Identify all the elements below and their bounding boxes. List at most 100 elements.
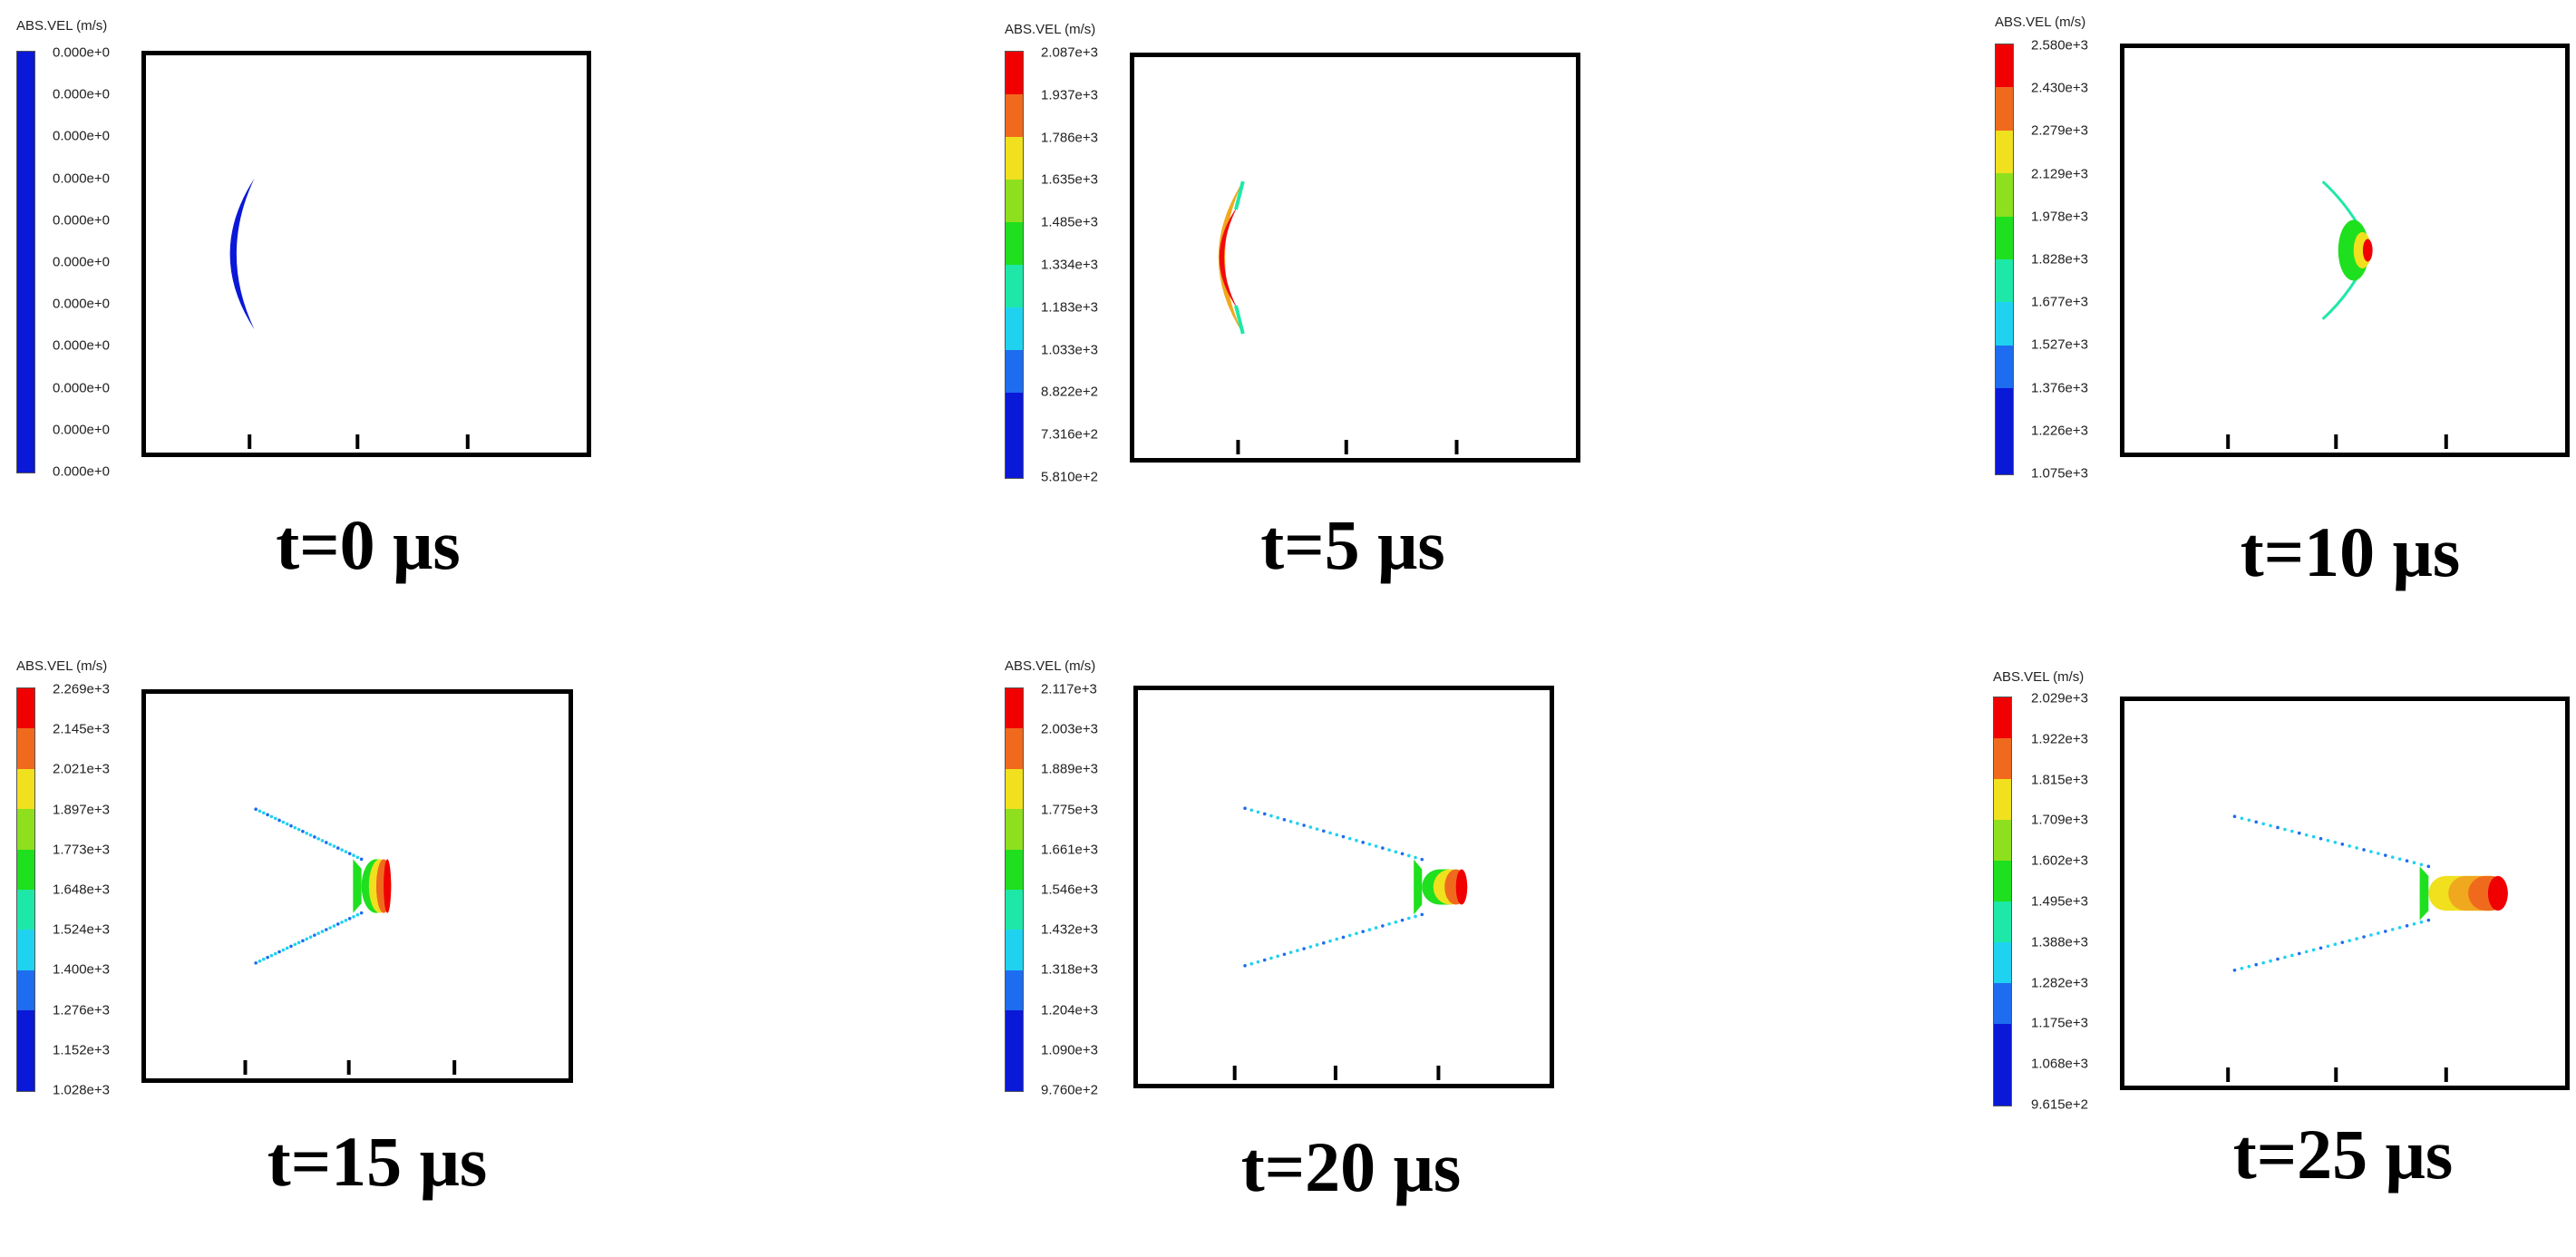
projectile-liner <box>1218 181 1243 334</box>
slug-fragment <box>1302 947 1306 950</box>
jet-tip <box>2362 239 2373 262</box>
colorbar-segment <box>1006 307 1023 350</box>
slug-fragment <box>2283 955 2287 960</box>
colorbar-segment <box>17 178 34 220</box>
slug-fragment <box>2333 942 2338 947</box>
colorbar-segment <box>1006 768 1023 810</box>
colorbar-tick-label: 1.028e+3 <box>53 1082 110 1098</box>
slug-fragment <box>277 950 281 954</box>
colorbar-tick-label: 2.129e+3 <box>2031 166 2088 182</box>
projectile-liner <box>229 178 255 330</box>
colorbar-tick-label: 0.000e+0 <box>53 212 110 229</box>
colorbar-tick-label: 1.090e+3 <box>1041 1042 1098 1058</box>
colorbar-segment <box>1006 970 1023 1011</box>
slug-fragment <box>2297 951 2301 956</box>
slug-fragment <box>316 931 320 935</box>
slug-fragment <box>1374 926 1378 930</box>
slug-fragment <box>2283 827 2287 832</box>
slug-fragment <box>1308 825 1313 829</box>
colorbar-segment <box>1006 350 1023 393</box>
slug-fragment <box>293 942 297 947</box>
colorbar-tick-label: 0.000e+0 <box>53 86 110 102</box>
slug-fragment <box>2261 822 2265 826</box>
colorbar-tick-label: 1.400e+3 <box>53 961 110 978</box>
slug-fragment <box>269 953 274 958</box>
slug-fragment <box>308 935 313 940</box>
slug-fragment <box>266 955 269 960</box>
colorbar-segment <box>17 849 34 891</box>
slug-fragment <box>1414 855 1417 860</box>
slug-fragment <box>289 823 293 828</box>
colorbar-segment <box>17 219 34 263</box>
slug-fragment <box>273 951 277 956</box>
jet-shoulder <box>353 859 362 913</box>
slug-fragment <box>1315 943 1319 947</box>
slug-fragment <box>2384 853 2387 857</box>
slug-fragment <box>1394 920 1398 924</box>
slug-fragment <box>2355 846 2358 850</box>
simulation-plot <box>2226 180 2448 449</box>
liner-tip <box>1234 305 1245 335</box>
jet-shoulder <box>2419 866 2429 921</box>
colorbar-segment <box>1994 779 2011 820</box>
colorbar-tick-label: 1.922e+3 <box>2031 731 2088 747</box>
colorbar-tick-label: 1.524e+3 <box>53 921 110 938</box>
colorbar-tick-label: 1.183e+3 <box>1041 299 1098 316</box>
slug-fragment <box>2412 921 2416 926</box>
slug-fragment <box>332 844 336 848</box>
slug-fragment <box>1406 916 1411 921</box>
slug-fragment <box>1328 939 1332 943</box>
colorbar-segment <box>1996 431 2013 475</box>
time-label: t=25 μs <box>2232 1115 2454 1194</box>
slug-fragment <box>1341 834 1346 839</box>
colorbar-tick-label: 0.000e+0 <box>53 463 110 480</box>
colorbar-segment <box>1006 222 1023 265</box>
slug-fragment <box>2269 959 2272 963</box>
colorbar-tick-label: 1.786e+3 <box>1041 130 1098 146</box>
colorbar-segment <box>1994 942 2011 983</box>
time-label: t=5 μs <box>1260 505 1445 584</box>
colorbar-tick-label: 2.580e+3 <box>2031 37 2088 54</box>
slug-fragment <box>1288 950 1293 954</box>
colorbar-tick-label: 1.334e+3 <box>1041 257 1098 273</box>
colorbar <box>1993 697 2012 1106</box>
colorbar-tick-label: 1.602e+3 <box>2031 853 2088 869</box>
slug-fragment <box>2419 862 2424 867</box>
slug-fragment <box>1296 822 1299 825</box>
slug-fragment <box>355 912 360 917</box>
slug-fragment <box>1308 945 1313 949</box>
slug-fragment <box>273 816 277 821</box>
slug-fragment <box>335 846 340 850</box>
slug-fragment <box>2304 950 2309 954</box>
colorbar-tick-label: 0.000e+0 <box>53 337 110 354</box>
colorbar-tick-label: 2.029e+3 <box>2031 690 2088 706</box>
slug-fragment <box>296 827 301 832</box>
time-label: t=15 μs <box>267 1122 488 1201</box>
plot-frame <box>1130 53 1580 463</box>
slug-fragment <box>2254 962 2259 967</box>
legend-title: ABS.VEL (m/s) <box>16 658 108 674</box>
slug-fragment <box>2369 933 2373 937</box>
panel-t10: ABS.VEL (m/s) t=10 μs 2.580e+3 2.430e+3 2.… <box>1978 0 2576 606</box>
colorbar-tick-label: 0.000e+0 <box>53 380 110 396</box>
colorbar-segment <box>17 930 34 970</box>
slug-fragment <box>2290 829 2294 833</box>
colorbar-tick-label: 2.145e+3 <box>53 721 110 737</box>
colorbar-segment <box>1006 435 1023 478</box>
panel-t20: ABS.VEL (m/s) t=20 μs 2.117e+3 2.003e+3 1.… <box>988 651 1847 1257</box>
legend-title: ABS.VEL (m/s) <box>16 18 108 34</box>
slug-fragment <box>2247 818 2251 823</box>
slug-fragment <box>2384 930 2387 933</box>
slug-fragment <box>301 939 305 943</box>
colorbar-tick-label: 2.279e+3 <box>2031 122 2088 139</box>
jet-shoulder <box>1414 859 1423 915</box>
slug-fragment <box>2276 825 2280 830</box>
slug-fragment <box>1276 954 1279 959</box>
slug-fragment <box>1262 812 1267 816</box>
slug-fragment <box>2326 838 2330 843</box>
slug-fragment <box>347 917 352 921</box>
slug-fragment <box>355 855 360 860</box>
slug-fragment <box>340 921 344 924</box>
slug-fragment <box>2412 861 2416 865</box>
slug-fragment <box>316 837 320 841</box>
